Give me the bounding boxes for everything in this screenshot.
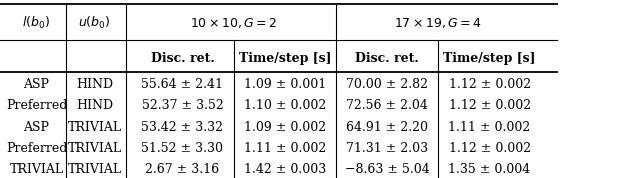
Text: 1.42 ± 0.003: 1.42 ± 0.003	[244, 163, 326, 177]
Text: ASP: ASP	[24, 78, 49, 91]
Text: 1.09 ± 0.002: 1.09 ± 0.002	[244, 121, 326, 134]
Text: 2.67 ± 3.16: 2.67 ± 3.16	[145, 163, 220, 177]
Text: Time/step [s]: Time/step [s]	[444, 52, 536, 65]
Text: 1.09 ± 0.001: 1.09 ± 0.001	[244, 78, 326, 91]
Text: HIND: HIND	[76, 99, 113, 112]
Text: 52.37 ± 3.52: 52.37 ± 3.52	[141, 99, 223, 112]
Text: 1.12 ± 0.002: 1.12 ± 0.002	[449, 99, 531, 112]
Text: HIND: HIND	[76, 78, 113, 91]
Text: $17 \times 19, G = 4$: $17 \times 19, G = 4$	[394, 16, 483, 30]
Text: 1.10 ± 0.002: 1.10 ± 0.002	[244, 99, 326, 112]
Text: 1.35 ± 0.004: 1.35 ± 0.004	[449, 163, 531, 177]
Text: TRIVIAL: TRIVIAL	[68, 163, 122, 177]
Text: TRIVIAL: TRIVIAL	[68, 142, 122, 155]
Text: 53.42 ± 3.32: 53.42 ± 3.32	[141, 121, 223, 134]
Text: 71.31 ± 2.03: 71.31 ± 2.03	[346, 142, 428, 155]
Text: Preferred: Preferred	[6, 142, 67, 155]
Text: 55.64 ± 2.41: 55.64 ± 2.41	[141, 78, 223, 91]
Text: 64.91 ± 2.20: 64.91 ± 2.20	[346, 121, 428, 134]
Text: $l(b_0)$: $l(b_0)$	[22, 15, 51, 31]
Text: 1.11 ± 0.002: 1.11 ± 0.002	[244, 142, 326, 155]
Text: Time/step [s]: Time/step [s]	[239, 52, 331, 65]
Text: 51.52 ± 3.30: 51.52 ± 3.30	[141, 142, 223, 155]
Text: 1.12 ± 0.002: 1.12 ± 0.002	[449, 142, 531, 155]
Text: −8.63 ± 5.04: −8.63 ± 5.04	[345, 163, 429, 177]
Text: $u(b_0)$: $u(b_0)$	[79, 15, 111, 31]
Text: 72.56 ± 2.04: 72.56 ± 2.04	[346, 99, 428, 112]
Text: Preferred: Preferred	[6, 99, 67, 112]
Text: Disc. ret.: Disc. ret.	[150, 52, 214, 65]
Text: 1.11 ± 0.002: 1.11 ± 0.002	[449, 121, 531, 134]
Text: TRIVIAL: TRIVIAL	[10, 163, 63, 177]
Text: ASP: ASP	[24, 121, 49, 134]
Text: $10 \times 10, G = 2$: $10 \times 10, G = 2$	[190, 16, 277, 30]
Text: 1.12 ± 0.002: 1.12 ± 0.002	[449, 78, 531, 91]
Text: Disc. ret.: Disc. ret.	[355, 52, 419, 65]
Text: TRIVIAL: TRIVIAL	[68, 121, 122, 134]
Text: 70.00 ± 2.82: 70.00 ± 2.82	[346, 78, 428, 91]
